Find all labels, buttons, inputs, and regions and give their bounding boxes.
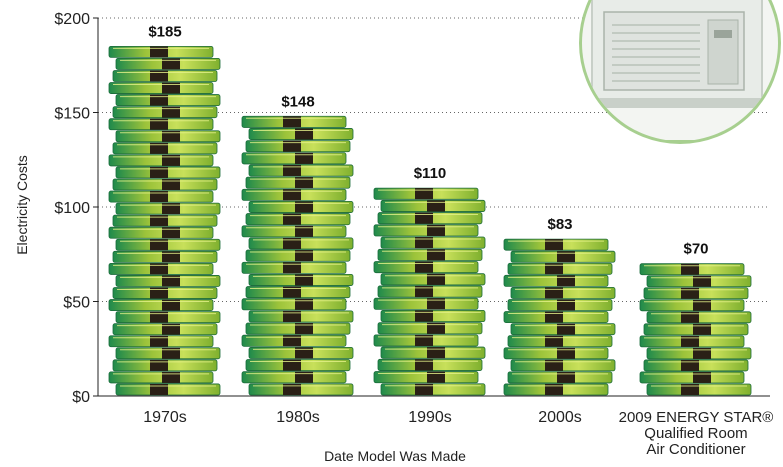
y-axis-label: Electricity Costs: [14, 155, 30, 255]
y-tick-labels: $0 $50 $100 $150 $200: [54, 11, 98, 406]
bar-money-stack: [241, 115, 354, 396]
value-labels: $185 $148 $110 $83 $70: [148, 23, 708, 257]
bar-money-stack: [639, 263, 752, 396]
bar-value-label: $83: [547, 216, 572, 233]
x-tick-label: 2009 ENERGY STAR® Qualified Room Air Condi…: [619, 409, 774, 458]
x-axis-label: Date Model Was Made: [324, 448, 466, 464]
x-tick-label: 1990s: [408, 409, 452, 426]
x-tick-label: 1970s: [143, 409, 187, 426]
window-air-conditioner-icon: [579, 0, 781, 144]
bar-value-label: $185: [148, 23, 181, 40]
bar-value-label: $148: [281, 93, 314, 110]
bars: [108, 45, 752, 396]
y-tick-label: $150: [54, 106, 90, 123]
bar-value-label: $110: [414, 165, 447, 182]
y-tick-label: $200: [54, 11, 90, 28]
y-tick-label: $50: [63, 295, 90, 312]
y-tick-label: $100: [54, 200, 90, 217]
y-tick-label: $0: [72, 389, 90, 406]
bar-money-stack: [108, 45, 221, 396]
x-tick-labels: 1970s 1980s 1990s 2000s 2009 ENERGY STAR® Qua…: [143, 409, 773, 458]
bar-money-stack: [373, 187, 486, 396]
bar-value-label: $70: [683, 241, 708, 258]
x-tick-label: 2000s: [538, 409, 582, 426]
bar-money-stack: [503, 238, 616, 396]
x-tick-label: 1980s: [276, 409, 320, 426]
